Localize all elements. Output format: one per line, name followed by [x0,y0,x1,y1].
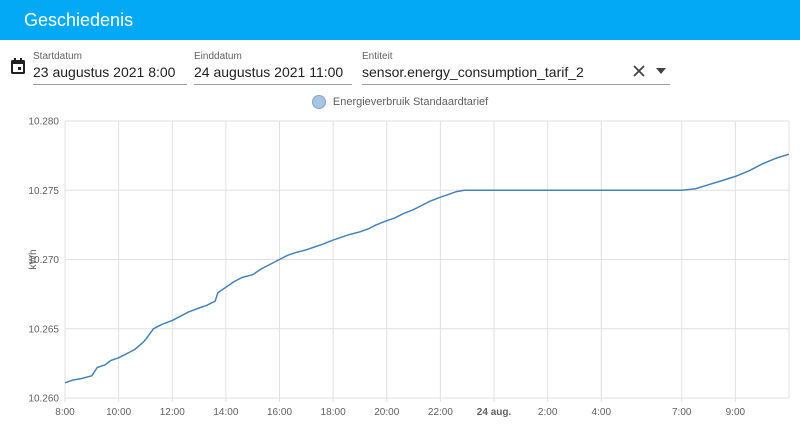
start-date-value[interactable]: 23 augustus 2021 8:00 [33,64,176,80]
x-tick-label: 9:00 [726,407,746,418]
close-icon[interactable] [632,64,646,78]
y-tick-label: 10.280 [28,117,59,128]
y-axis-title: kWh [28,250,39,270]
x-tick-label: 10:00 [106,407,131,418]
end-date-label: Einddatum [194,51,242,62]
x-tick-label: 8:00 [55,407,75,418]
legend-label: Energieverbruik Standaardtarief [332,96,489,108]
start-date-field[interactable]: Startdatum 23 augustus 2021 8:00 [33,48,187,85]
end-date-value[interactable]: 24 augustus 2021 11:00 [194,64,344,80]
x-tick-label: 20:00 [374,407,399,418]
y-tick-label: 10.270 [28,255,59,266]
entity-value[interactable]: sensor.energy_consumption_tarif_2 [362,64,584,80]
x-tick-label: 22:00 [428,407,453,418]
entity-picker[interactable]: Entiteit sensor.energy_consumption_tarif… [362,48,670,85]
legend-color-swatch [311,95,326,109]
start-date-label: Startdatum [33,51,82,62]
legend-item[interactable]: Energieverbruik Standaardtarief [311,95,489,109]
x-tick-label: 18:00 [321,407,346,418]
triangle-down-icon[interactable] [656,68,666,74]
y-tick-label: 10.275 [28,186,59,197]
end-date-field[interactable]: Einddatum 24 augustus 2021 11:00 [194,48,352,85]
entity-label: Entiteit [362,51,393,62]
page-title: Geschiedenis [24,10,134,30]
chart-legend: Energieverbruik Standaardtarief [0,95,800,111]
series-line [64,153,790,384]
x-tick-label: 16:00 [267,407,292,418]
y-tick-label: 10.265 [28,324,59,335]
calendar-icon[interactable] [10,57,26,75]
x-tick-label: 2:00 [538,407,558,418]
x-tick-label: 4:00 [592,407,612,418]
app-toolbar: Geschiedenis [0,0,800,40]
y-tick-label: 10.260 [28,394,59,405]
x-tick-label: 12:00 [160,407,185,418]
x-tick-label: 14:00 [213,407,238,418]
x-tick-label: 7:00 [672,407,692,418]
energy-chart: 10.260 10.265 10.270 10.275 10.280 8:00 10:00 1… [28,117,790,418]
x-tick-label: 24 aug. [477,407,512,418]
